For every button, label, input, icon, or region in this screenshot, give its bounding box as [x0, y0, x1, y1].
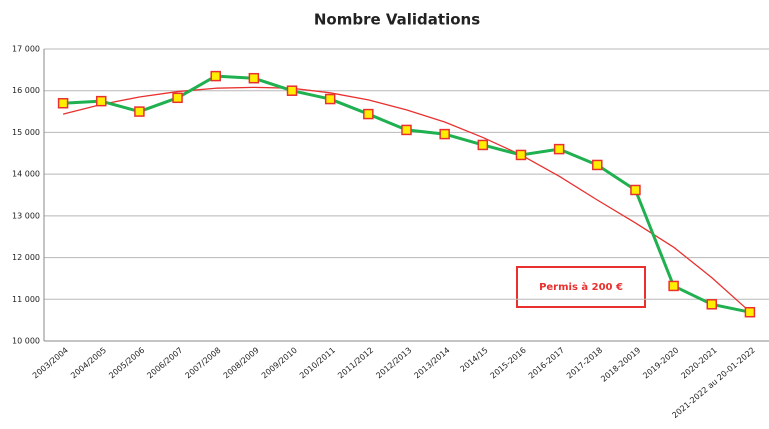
data-line [62, 74, 751, 314]
annotation: Permis à 200 € [539, 281, 623, 293]
marker [706, 299, 718, 310]
marker [439, 128, 450, 140]
x-tick-label: 2008/2009 [222, 346, 261, 381]
x-tick-label: 2015-2016 [489, 346, 528, 381]
y-tick-label: 13 000 [12, 211, 40, 220]
x-tick-label: 2004/2005 [69, 346, 108, 381]
y-tick-label: 17 000 [12, 45, 40, 54]
y-tick-label: 14 000 [12, 170, 40, 179]
y-tick-label: 16 000 [12, 86, 40, 95]
annotation-box [516, 266, 646, 308]
y-tick-label: 10 000 [12, 337, 40, 346]
y-tick-label: 11 000 [12, 295, 40, 304]
marker [172, 92, 183, 104]
x-tick-label: 2010/2011 [298, 346, 337, 381]
marker [515, 149, 527, 161]
marker [630, 184, 641, 196]
x-tick-label: 2012/2013 [374, 346, 413, 381]
x-tick-label: 2017-2018 [565, 346, 604, 381]
marker [95, 95, 107, 107]
x-tick-label: 2009/2010 [260, 346, 299, 381]
marker [286, 85, 298, 96]
x-tick-label: 2005/2006 [107, 346, 146, 381]
x-tick-label: 2007/2008 [184, 346, 223, 381]
marker [592, 159, 603, 171]
x-tick-label: 2019-2020 [641, 346, 680, 381]
marker [248, 72, 260, 84]
x-tick-label: 2014/15 [458, 346, 489, 374]
marker [134, 106, 145, 117]
y-tick-label: 12 000 [12, 253, 40, 262]
y-tick-label: 15 000 [12, 128, 40, 137]
x-tick-label: 2020-2021 [679, 346, 718, 381]
x-tick-label: 2013/2014 [413, 346, 452, 381]
marker [210, 70, 221, 82]
marker [744, 306, 756, 318]
x-tick-label: 2018-20019 [599, 346, 642, 384]
trend-line [62, 86, 751, 313]
marker [668, 280, 679, 292]
marker [553, 143, 565, 155]
marker [324, 93, 336, 105]
marker [57, 97, 69, 109]
x-tick-label: 2016-2017 [527, 346, 566, 381]
x-tick-label: 2006/2007 [145, 346, 184, 381]
x-tick-label: 2021-2022 au 20-01-2022 [670, 346, 756, 420]
x-tick-label: 2011/2012 [336, 346, 375, 381]
chart-title: Nombre Validations [314, 11, 480, 29]
marker [401, 124, 412, 136]
marker [477, 139, 489, 151]
x-tick-label: 2003/2004 [31, 346, 70, 381]
marker [363, 108, 374, 120]
